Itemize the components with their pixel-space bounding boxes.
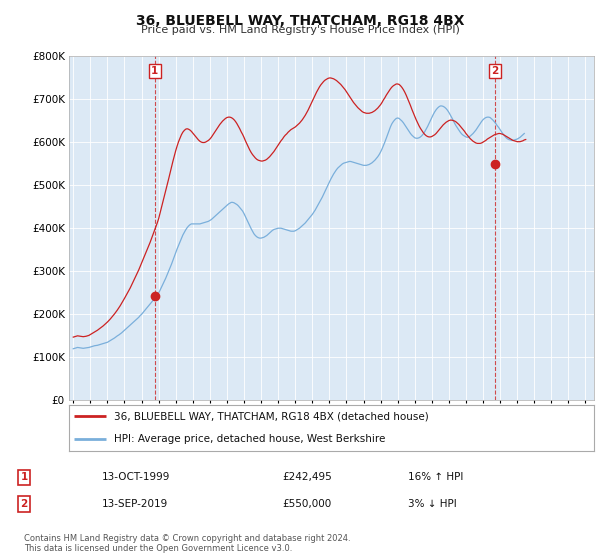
Text: 36, BLUEBELL WAY, THATCHAM, RG18 4BX: 36, BLUEBELL WAY, THATCHAM, RG18 4BX	[136, 14, 464, 28]
Text: 3% ↓ HPI: 3% ↓ HPI	[408, 499, 457, 509]
Text: HPI: Average price, detached house, West Berkshire: HPI: Average price, detached house, West…	[113, 435, 385, 444]
Text: 13-SEP-2019: 13-SEP-2019	[102, 499, 168, 509]
Text: Price paid vs. HM Land Registry's House Price Index (HPI): Price paid vs. HM Land Registry's House …	[140, 25, 460, 35]
Text: 1: 1	[151, 66, 158, 76]
Text: £242,495: £242,495	[282, 472, 332, 482]
Text: 1: 1	[20, 472, 28, 482]
Text: 13-OCT-1999: 13-OCT-1999	[102, 472, 170, 482]
Text: 2: 2	[20, 499, 28, 509]
Text: Contains HM Land Registry data © Crown copyright and database right 2024.
This d: Contains HM Land Registry data © Crown c…	[24, 534, 350, 553]
Text: 36, BLUEBELL WAY, THATCHAM, RG18 4BX (detached house): 36, BLUEBELL WAY, THATCHAM, RG18 4BX (de…	[113, 412, 428, 421]
Text: 16% ↑ HPI: 16% ↑ HPI	[408, 472, 463, 482]
Text: 2: 2	[491, 66, 499, 76]
Text: £550,000: £550,000	[282, 499, 331, 509]
